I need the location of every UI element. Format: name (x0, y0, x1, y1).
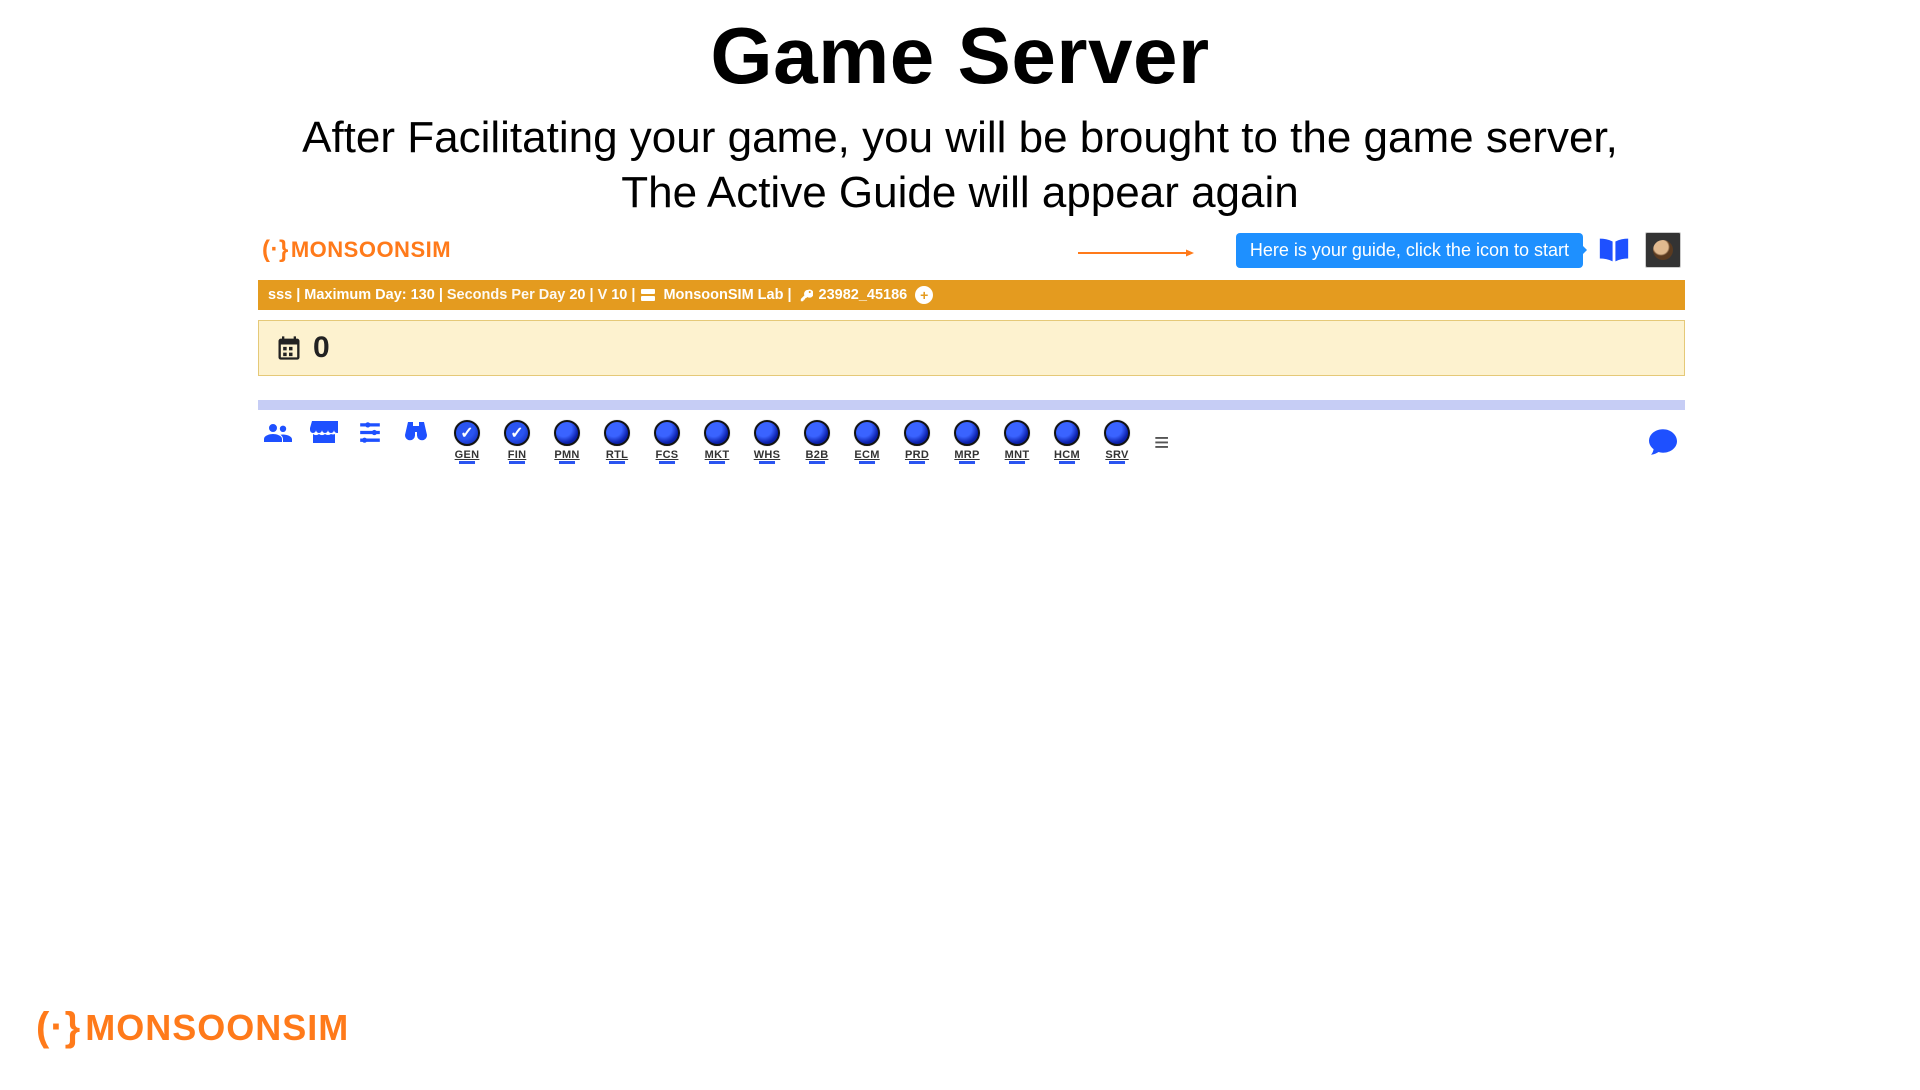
module-ball-icon (804, 420, 830, 446)
module-underline (609, 460, 625, 464)
people-icon[interactable] (264, 420, 292, 449)
module-hcm[interactable]: HCM (1048, 420, 1086, 464)
menu-icon[interactable]: ≡ (1154, 429, 1169, 455)
module-mkt[interactable]: MKT (698, 420, 736, 464)
module-underline (809, 460, 825, 464)
spd-label: Seconds Per Day (447, 287, 565, 303)
module-underline (759, 460, 775, 464)
spd-value: 20 (569, 287, 585, 303)
module-ball-icon (1004, 420, 1030, 446)
footer-logo: (·} MONSOONSIM (36, 1005, 349, 1050)
app-top-bar: (·} MONSOONSIM Here is your guide, click… (258, 226, 1685, 280)
module-b2b[interactable]: B2B (798, 420, 836, 464)
v-value: 10 (611, 287, 627, 303)
key-icon (800, 289, 813, 302)
separator: | (787, 287, 791, 303)
subtitle-line-2: The Active Guide will appear again (621, 168, 1299, 217)
sliders-icon[interactable] (356, 420, 384, 449)
module-ball-icon (554, 420, 580, 446)
slide-title: Game Server (0, 10, 1920, 102)
module-ball-icon (654, 420, 680, 446)
binoculars-icon[interactable] (402, 420, 430, 449)
pointer-arrow-icon (1020, 248, 1252, 258)
module-prd[interactable]: PRD (898, 420, 936, 464)
module-whs[interactable]: WHS (748, 420, 786, 464)
info-prefix: sss (268, 287, 292, 303)
module-underline (859, 460, 875, 464)
module-fin[interactable]: FIN (498, 420, 536, 464)
footer-logo-brace-icon: (·} (36, 1005, 81, 1050)
guide-tooltip: Here is your guide, click the icon to st… (1236, 233, 1583, 268)
module-ball-icon (754, 420, 780, 446)
session-id: 23982_45186 (819, 287, 908, 303)
footer-logo-text: MONSOONSIM (85, 1007, 349, 1049)
max-day-value: 130 (411, 287, 435, 303)
module-rtl[interactable]: RTL (598, 420, 636, 464)
module-underline (909, 460, 925, 464)
app-logo-text: MONSOONSIM (291, 237, 451, 263)
app-logo[interactable]: (·} MONSOONSIM (262, 236, 451, 264)
module-pmn[interactable]: PMN (548, 420, 586, 464)
module-fcs[interactable]: FCS (648, 420, 686, 464)
module-ball-icon (504, 420, 530, 446)
module-underline (709, 460, 725, 464)
module-underline (1059, 460, 1075, 464)
shop-icon[interactable] (310, 420, 338, 449)
guide-book-icon[interactable] (1597, 235, 1631, 265)
v-label: V (598, 287, 608, 303)
day-value: 0 (313, 331, 330, 365)
separator: | (296, 287, 300, 303)
module-ball-icon (854, 420, 880, 446)
divider-bar (258, 400, 1685, 410)
calendar-icon (275, 334, 303, 362)
module-gen[interactable]: GEN (448, 420, 486, 464)
module-ecm[interactable]: ECM (848, 420, 886, 464)
slide-subtitle: After Facilitating your game, you will b… (0, 110, 1920, 220)
module-underline (459, 460, 475, 464)
user-avatar[interactable] (1645, 232, 1681, 268)
separator: | (631, 287, 635, 303)
max-day-label: Maximum Day: (304, 287, 406, 303)
avatar-image (1653, 240, 1673, 260)
chat-icon[interactable] (1647, 428, 1679, 456)
module-ball-icon (904, 420, 930, 446)
day-counter-bar: 0 (258, 320, 1685, 376)
module-underline (1109, 460, 1125, 464)
app-screenshot: (·} MONSOONSIM Here is your guide, click… (258, 226, 1685, 464)
module-toolbar: GEN FIN PMN RTL FCS MKT WHS B2B ECM PRD MRP MNT HCM S… (258, 410, 1685, 464)
module-ball-icon (604, 420, 630, 446)
module-underline (659, 460, 675, 464)
server-icon (641, 289, 655, 301)
module-underline (559, 460, 575, 464)
module-srv[interactable]: SRV (1098, 420, 1136, 464)
logo-brace-icon: (·} (262, 236, 289, 264)
module-underline (1009, 460, 1025, 464)
separator: | (439, 287, 443, 303)
module-mrp[interactable]: MRP (948, 420, 986, 464)
module-mnt[interactable]: MNT (998, 420, 1036, 464)
module-ball-icon (1104, 420, 1130, 446)
module-underline (959, 460, 975, 464)
subtitle-line-1: After Facilitating your game, you will b… (302, 113, 1618, 162)
module-ball-icon (454, 420, 480, 446)
game-info-bar: sss | Maximum Day: 130 | Seconds Per Day… (258, 280, 1685, 310)
module-underline (509, 460, 525, 464)
add-button[interactable]: + (915, 286, 933, 304)
module-ball-icon (704, 420, 730, 446)
module-ball-icon (1054, 420, 1080, 446)
separator: | (590, 287, 594, 303)
module-ball-icon (954, 420, 980, 446)
lab-label: MonsoonSIM Lab (663, 287, 783, 303)
